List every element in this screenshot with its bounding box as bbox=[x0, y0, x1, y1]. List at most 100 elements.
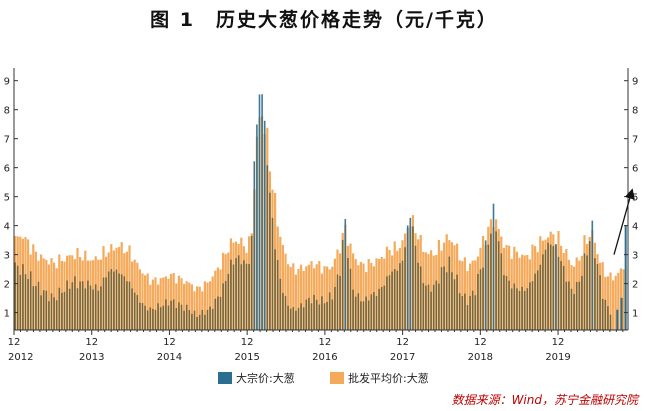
bulk-bar bbox=[42, 290, 45, 330]
bulk-bar bbox=[500, 253, 503, 330]
bulk-bar bbox=[464, 293, 466, 330]
wholesale-bar bbox=[305, 266, 308, 330]
bulk-bar bbox=[438, 283, 440, 330]
bulk-bar bbox=[224, 280, 227, 330]
bulk-bar bbox=[45, 290, 48, 330]
bulk-bar bbox=[295, 310, 297, 330]
wholesale-bar bbox=[359, 261, 362, 330]
bulk-bar bbox=[443, 266, 445, 330]
bulk-bar bbox=[616, 309, 619, 330]
bulk-bar bbox=[297, 307, 300, 330]
bulk-bar bbox=[258, 94, 261, 330]
bulk-bar bbox=[217, 296, 219, 330]
bulk-bar bbox=[341, 239, 344, 330]
bulk-bar bbox=[222, 283, 224, 330]
wholesale-bar bbox=[331, 266, 334, 330]
bulk-bar bbox=[32, 286, 35, 330]
bulk-bar bbox=[583, 253, 586, 330]
bulk-bar bbox=[149, 307, 152, 330]
bulk-bar bbox=[477, 273, 479, 330]
axes: 1 12 23 34 45 56 67 78 89 91220121220131220141220… bbox=[4, 68, 638, 363]
bulk-bar bbox=[66, 280, 68, 330]
bulk-bar bbox=[331, 299, 334, 330]
bulk-bar bbox=[427, 284, 430, 330]
y-tick-label-left: 3 bbox=[4, 251, 10, 262]
bulk-bar bbox=[165, 299, 167, 330]
wholesale-bar bbox=[281, 245, 284, 330]
bulk-bar bbox=[479, 269, 482, 330]
bulk-bar bbox=[360, 301, 362, 330]
bulk-bar bbox=[48, 301, 50, 330]
bulk-bar bbox=[578, 281, 581, 330]
wholesale-bar bbox=[307, 264, 310, 330]
bulk-bar bbox=[133, 292, 136, 330]
bulk-bar bbox=[503, 275, 505, 330]
bulk-bar bbox=[141, 302, 144, 330]
bulk-bar bbox=[404, 247, 406, 330]
y-tick-label-right: 7 bbox=[632, 135, 638, 146]
bulk-bar bbox=[386, 276, 388, 330]
bulk-bar bbox=[191, 313, 193, 330]
wholesale-bar bbox=[362, 263, 365, 330]
y-tick-label-right: 8 bbox=[632, 106, 638, 117]
bulk-bar bbox=[24, 274, 27, 330]
bulk-bar bbox=[440, 267, 443, 330]
bulk-bar bbox=[409, 217, 412, 330]
bulk-bar bbox=[471, 290, 474, 330]
wholesale-bar bbox=[310, 261, 313, 330]
bulk-bar bbox=[209, 306, 211, 330]
bulk-bar bbox=[383, 285, 386, 330]
wholesale-bar bbox=[617, 272, 620, 330]
bulk-bar bbox=[529, 282, 531, 330]
bulk-bar bbox=[292, 307, 295, 330]
bulk-bar bbox=[37, 281, 40, 330]
bulk-bar bbox=[232, 264, 235, 330]
bulk-bar bbox=[102, 277, 105, 330]
bulk-bar bbox=[123, 276, 126, 330]
bulk-bar bbox=[206, 309, 209, 330]
bulk-bar bbox=[497, 241, 500, 330]
bulk-bar bbox=[344, 219, 347, 330]
bulk-bar bbox=[435, 280, 438, 330]
bulk-bar bbox=[154, 309, 157, 330]
bulk-bar bbox=[214, 298, 217, 330]
bulk-bar bbox=[271, 217, 274, 330]
bulk-bar bbox=[100, 286, 102, 330]
bulk-bar bbox=[552, 246, 555, 330]
bulk-bar bbox=[58, 287, 61, 330]
bulk-bar bbox=[599, 275, 601, 330]
x-tick-label-year: 2019 bbox=[545, 352, 570, 363]
wholesale-bar bbox=[289, 266, 292, 330]
bulk-bar bbox=[401, 260, 404, 330]
bulk-bar bbox=[505, 276, 508, 330]
bulk-bar bbox=[357, 293, 360, 330]
bulk-bar bbox=[370, 294, 373, 330]
bulk-bar bbox=[482, 267, 484, 330]
legend: 大宗价:大葱 批发平均价:大葱 bbox=[0, 370, 648, 388]
bulk-bar bbox=[560, 261, 562, 330]
bulk-bar bbox=[152, 308, 154, 330]
bulk-bar bbox=[89, 285, 92, 330]
bulk-bar bbox=[367, 300, 370, 330]
bulk-bar bbox=[448, 256, 451, 330]
bulk-bar bbox=[53, 297, 55, 330]
y-tick-label-left: 7 bbox=[4, 135, 10, 146]
bulk-bar bbox=[380, 287, 383, 330]
bulk-bar bbox=[308, 297, 310, 330]
bulk-bar bbox=[159, 307, 162, 330]
x-tick-label-month: 12 bbox=[85, 337, 98, 348]
bulk-bar bbox=[516, 288, 518, 330]
bulk-bar bbox=[388, 275, 391, 330]
wholesale-bar bbox=[151, 279, 154, 330]
bulk-bar bbox=[29, 271, 32, 330]
bulk-bar bbox=[35, 286, 37, 330]
bulk-bar bbox=[391, 271, 393, 330]
y-tick-label-left: 9 bbox=[4, 77, 10, 88]
bulk-bar bbox=[565, 281, 568, 330]
wholesale-bar bbox=[302, 271, 305, 330]
x-tick-label-year: 2016 bbox=[312, 352, 337, 363]
bulk-bar bbox=[237, 255, 240, 330]
bulk-bar bbox=[474, 295, 477, 330]
bulk-bar bbox=[526, 288, 529, 330]
bulk-bar bbox=[115, 269, 118, 330]
